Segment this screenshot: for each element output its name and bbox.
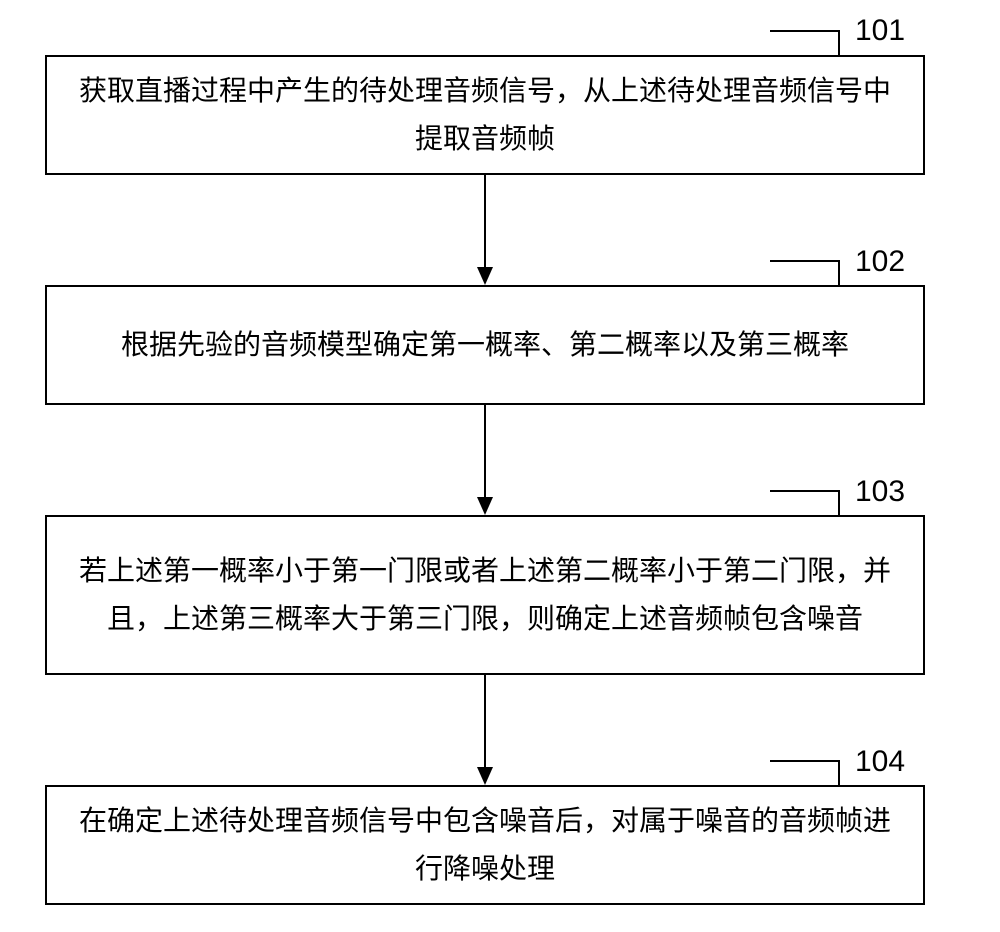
leader-line xyxy=(770,760,840,785)
flow-step-102: 根据先验的音频模型确定第一概率、第二概率以及第三概率 xyxy=(45,285,925,405)
leader-line xyxy=(770,30,840,55)
step-number-label: 103 xyxy=(855,475,905,509)
flow-arrow xyxy=(475,405,495,515)
step-text: 根据先验的音频模型确定第一概率、第二概率以及第三概率 xyxy=(121,321,849,369)
step-number-label: 104 xyxy=(855,745,905,779)
step-text: 获取直播过程中产生的待处理音频信号，从上述待处理音频信号中提取音频帧 xyxy=(67,67,903,162)
leader-line xyxy=(770,490,840,515)
flow-step-103: 若上述第一概率小于第一门限或者上述第二概率小于第二门限，并且，上述第三概率大于第… xyxy=(45,515,925,675)
step-text: 在确定上述待处理音频信号中包含噪音后，对属于噪音的音频帧进行降噪处理 xyxy=(67,797,903,892)
flow-step-104: 在确定上述待处理音频信号中包含噪音后，对属于噪音的音频帧进行降噪处理 xyxy=(45,785,925,905)
step-number-label: 102 xyxy=(855,245,905,279)
flow-arrow xyxy=(475,675,495,785)
flow-arrow xyxy=(475,175,495,285)
flowchart-canvas: 101 获取直播过程中产生的待处理音频信号，从上述待处理音频信号中提取音频帧 1… xyxy=(0,0,1000,932)
step-number-label: 101 xyxy=(855,14,905,48)
step-text: 若上述第一概率小于第一门限或者上述第二概率小于第二门限，并且，上述第三概率大于第… xyxy=(67,547,903,642)
leader-line xyxy=(770,260,840,285)
flow-step-101: 获取直播过程中产生的待处理音频信号，从上述待处理音频信号中提取音频帧 xyxy=(45,55,925,175)
